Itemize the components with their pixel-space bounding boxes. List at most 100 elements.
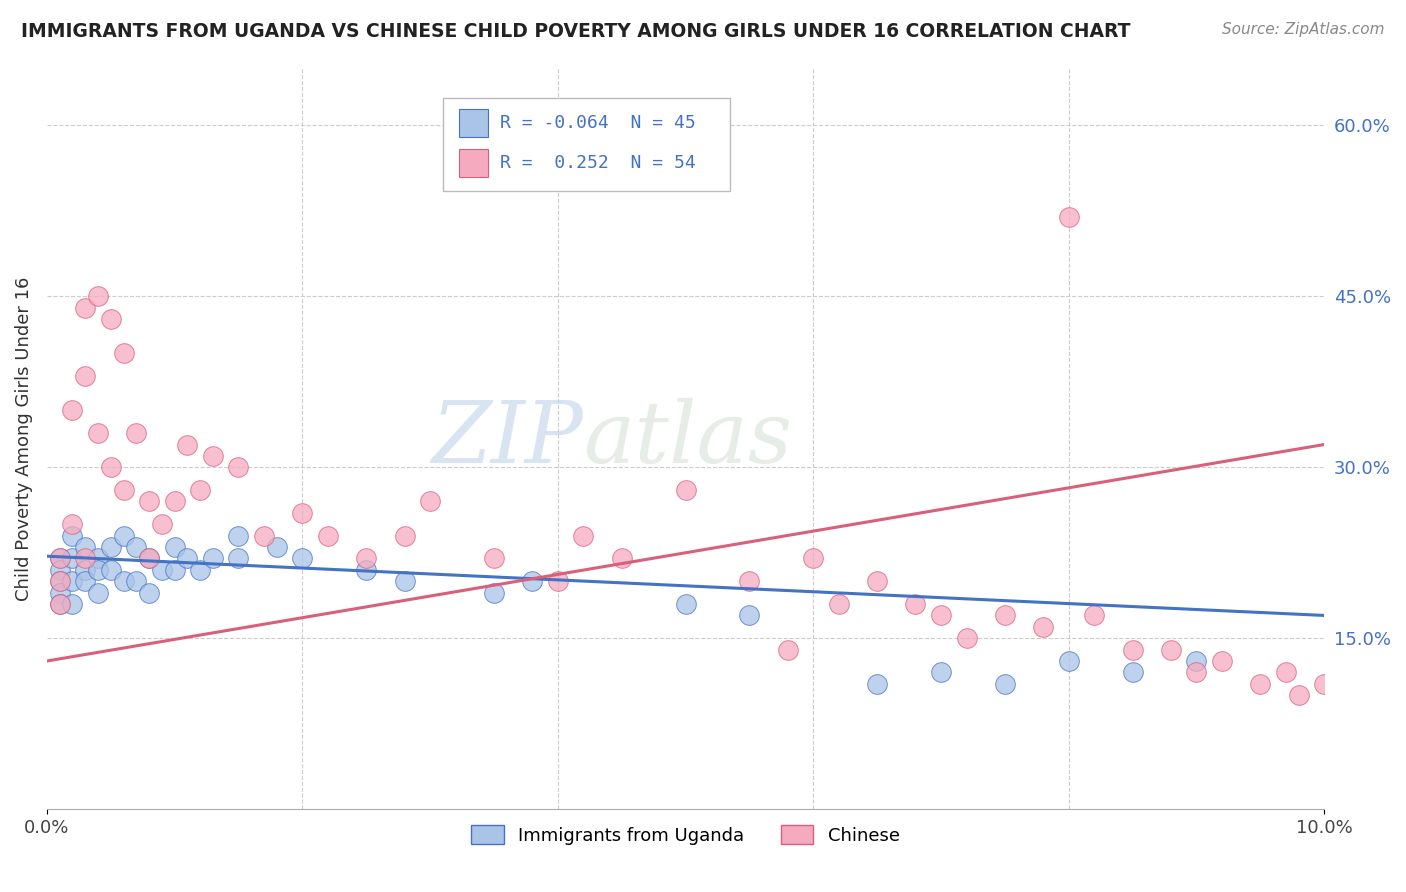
Point — [1160, 642, 1182, 657]
Point — [75, 369, 97, 384]
Point — [1122, 642, 1144, 657]
Point — [176, 437, 198, 451]
Point — [994, 677, 1017, 691]
Point — [801, 551, 824, 566]
Point — [354, 551, 377, 566]
Point — [62, 529, 84, 543]
Point — [866, 677, 889, 691]
Point — [125, 426, 148, 441]
Point — [125, 540, 148, 554]
Point — [955, 631, 977, 645]
Point — [354, 563, 377, 577]
Point — [62, 574, 84, 589]
Point — [138, 551, 160, 566]
Point — [675, 483, 697, 497]
Point — [112, 483, 135, 497]
Bar — [460, 148, 488, 177]
Point — [228, 551, 250, 566]
Point — [62, 403, 84, 417]
Point — [1211, 654, 1233, 668]
Point — [1288, 688, 1310, 702]
Point — [866, 574, 889, 589]
Point — [1313, 677, 1336, 691]
Point — [48, 574, 70, 589]
Point — [62, 551, 84, 566]
Point — [776, 642, 799, 657]
Text: IMMIGRANTS FROM UGANDA VS CHINESE CHILD POVERTY AMONG GIRLS UNDER 16 CORRELATION: IMMIGRANTS FROM UGANDA VS CHINESE CHILD … — [21, 22, 1130, 41]
Point — [201, 551, 224, 566]
Point — [188, 563, 211, 577]
Point — [291, 551, 314, 566]
Point — [75, 551, 97, 566]
Bar — [460, 109, 488, 136]
Point — [572, 529, 595, 543]
Point — [1057, 654, 1080, 668]
Point — [163, 563, 186, 577]
Point — [394, 574, 416, 589]
Point — [87, 551, 110, 566]
Text: ZIP: ZIP — [432, 398, 583, 480]
Point — [48, 551, 70, 566]
Point — [48, 597, 70, 611]
Point — [253, 529, 276, 543]
Point — [228, 460, 250, 475]
Point — [75, 574, 97, 589]
Point — [1185, 665, 1208, 680]
Point — [163, 540, 186, 554]
Point — [176, 551, 198, 566]
Point — [87, 426, 110, 441]
Text: atlas: atlas — [583, 398, 793, 480]
Point — [1275, 665, 1298, 680]
Point — [138, 551, 160, 566]
Text: R = -0.064  N = 45: R = -0.064 N = 45 — [501, 113, 696, 132]
Point — [87, 563, 110, 577]
Point — [100, 312, 122, 326]
Point — [228, 529, 250, 543]
Point — [316, 529, 339, 543]
Point — [610, 551, 633, 566]
Point — [522, 574, 544, 589]
Point — [138, 494, 160, 508]
Point — [904, 597, 927, 611]
Point — [1122, 665, 1144, 680]
Point — [1185, 654, 1208, 668]
Point — [482, 585, 505, 599]
Point — [929, 665, 952, 680]
Point — [150, 517, 173, 532]
Point — [738, 608, 761, 623]
Text: R =  0.252  N = 54: R = 0.252 N = 54 — [501, 153, 696, 171]
Point — [48, 597, 70, 611]
Point — [48, 563, 70, 577]
Point — [1057, 210, 1080, 224]
Point — [112, 529, 135, 543]
Point — [75, 301, 97, 315]
Point — [100, 460, 122, 475]
Text: Source: ZipAtlas.com: Source: ZipAtlas.com — [1222, 22, 1385, 37]
FancyBboxPatch shape — [443, 98, 730, 191]
Point — [62, 597, 84, 611]
Point — [482, 551, 505, 566]
Point — [1249, 677, 1271, 691]
Point — [929, 608, 952, 623]
Point — [100, 563, 122, 577]
Point — [1032, 620, 1054, 634]
Point — [48, 551, 70, 566]
Point — [75, 540, 97, 554]
Y-axis label: Child Poverty Among Girls Under 16: Child Poverty Among Girls Under 16 — [15, 277, 32, 601]
Point — [266, 540, 288, 554]
Point — [48, 585, 70, 599]
Point — [112, 346, 135, 360]
Point — [163, 494, 186, 508]
Point — [100, 540, 122, 554]
Point — [150, 563, 173, 577]
Point — [1083, 608, 1105, 623]
Point — [675, 597, 697, 611]
Point — [547, 574, 569, 589]
Point — [125, 574, 148, 589]
Point — [994, 608, 1017, 623]
Point — [87, 289, 110, 303]
Legend: Immigrants from Uganda, Chinese: Immigrants from Uganda, Chinese — [471, 825, 900, 845]
Point — [48, 574, 70, 589]
Point — [201, 449, 224, 463]
Point — [75, 563, 97, 577]
